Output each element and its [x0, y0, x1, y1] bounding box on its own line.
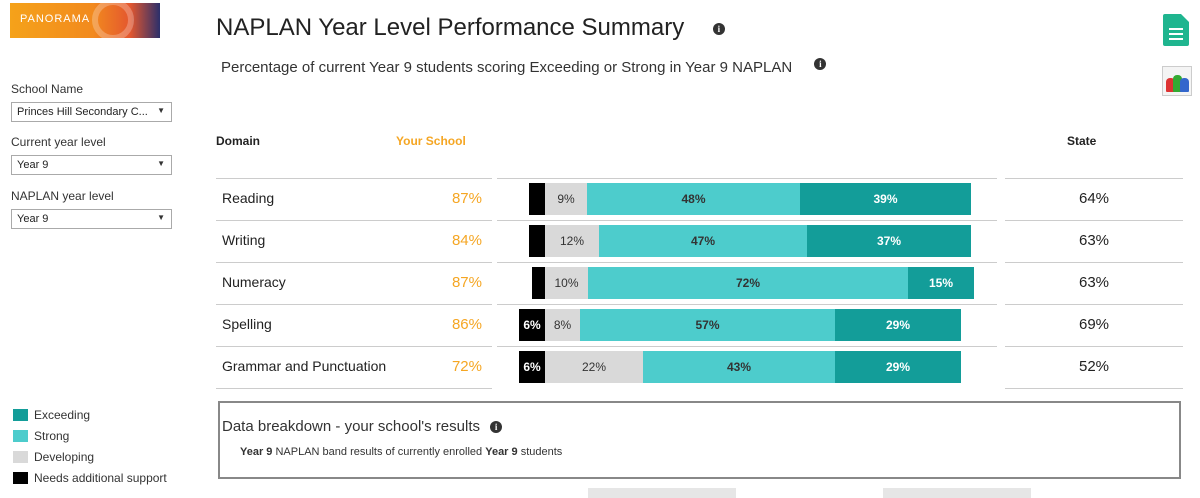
bar-segment-strong: 48%	[587, 183, 800, 215]
bar-segment-exceeding: 29%	[835, 309, 961, 341]
bar-segment-developing: 22%	[545, 351, 643, 383]
info-icon[interactable]: i	[712, 22, 725, 35]
page-title-text: NAPLAN Year Level Performance Summary	[216, 14, 685, 41]
bar-segment-strong: 47%	[599, 225, 807, 257]
row-domain-label: Writing	[216, 220, 416, 262]
stacked-bar-track: 9% 48% 39%	[497, 178, 997, 215]
logo-ring-graphic	[92, 3, 134, 38]
data-breakdown-title-text: Data breakdown - your school's results	[222, 418, 480, 435]
bar-segment-exceeding: 29%	[835, 351, 961, 383]
legend-swatch-developing	[13, 450, 28, 463]
bar-segment-needs: 6%	[519, 309, 545, 341]
current-year-level-label: Current year level	[11, 135, 106, 149]
your-school-column-header: Your School	[396, 134, 466, 148]
legend-label: Strong	[34, 428, 70, 443]
chevron-down-icon: ▼	[157, 106, 165, 115]
bar-segment-needs	[529, 183, 545, 215]
bar-segment-needs: 6%	[519, 351, 545, 383]
panorama-logo: PANORAMA	[10, 3, 160, 38]
bar-segment-strong: 57%	[580, 309, 835, 341]
subtitle-bold-year: Year 9	[240, 446, 273, 458]
school-name-select[interactable]: Princes Hill Secondary C... ▼	[11, 102, 172, 122]
bar-segment-exceeding: 15%	[908, 267, 974, 299]
data-breakdown-panel[interactable]: Data breakdown - your school's results i…	[218, 401, 1181, 479]
legend-item-exceeding: Exceeding	[13, 404, 167, 425]
row-domain-label: Reading	[216, 178, 416, 220]
legend-label: Developing	[34, 449, 95, 464]
legend-label: Exceeding	[34, 407, 91, 422]
legend-label: Needs additional support	[34, 470, 167, 485]
state-column-header: State	[1067, 134, 1097, 148]
row-school-percent: 72%	[416, 346, 492, 389]
row-state-percent: 69%	[1005, 304, 1183, 346]
partial-button[interactable]	[588, 488, 736, 498]
bar-segment-needs	[532, 267, 545, 299]
info-icon[interactable]: i	[490, 421, 503, 434]
row-school-percent: 84%	[416, 220, 492, 262]
legend-item-needs-support: Needs additional support	[13, 467, 167, 488]
row-domain-label: Grammar and Punctuation	[216, 346, 416, 389]
stacked-bar-track: 12% 47% 37%	[497, 220, 997, 257]
naplan-year-level-value: Year 9	[17, 213, 49, 225]
page-subtitle: Percentage of current Year 9 students sc…	[221, 58, 827, 76]
subtitle-text: NAPLAN band results of currently enrolle…	[275, 446, 483, 458]
data-breakdown-title: Data breakdown - your school's results i	[222, 418, 503, 435]
logo-text: PANORAMA	[20, 13, 91, 25]
naplan-year-level-select[interactable]: Year 9 ▼	[11, 209, 172, 229]
stacked-bar-track: 6% 8% 57% 29%	[497, 304, 997, 341]
row-state-percent: 52%	[1005, 346, 1183, 389]
users-report-icon[interactable]	[1162, 66, 1192, 96]
row-state-percent: 63%	[1005, 262, 1183, 304]
legend-item-strong: Strong	[13, 425, 167, 446]
legend-swatch-needs-support	[13, 471, 28, 484]
legend-swatch-exceeding	[13, 408, 28, 421]
bar-segment-strong: 72%	[588, 267, 908, 299]
bar-segment-developing: 10%	[545, 267, 588, 299]
current-year-level-value: Year 9	[17, 159, 49, 171]
partial-button[interactable]	[883, 488, 1031, 498]
row-school-percent: 86%	[416, 304, 492, 346]
row-school-percent: 87%	[416, 262, 492, 304]
row-state-percent: 64%	[1005, 178, 1183, 220]
current-year-level-select[interactable]: Year 9 ▼	[11, 155, 172, 175]
row-domain-label: Spelling	[216, 304, 416, 346]
document-export-icon[interactable]	[1163, 14, 1189, 46]
bar-segment-developing: 9%	[545, 183, 587, 215]
legend-item-developing: Developing	[13, 446, 167, 467]
bar-segment-exceeding: 37%	[807, 225, 971, 257]
subtitle-bold-year: Year 9	[485, 446, 518, 458]
domain-column-header: Domain	[216, 134, 261, 148]
page-title: NAPLAN Year Level Performance Summary i	[216, 14, 725, 42]
stacked-bar-track: 10% 72% 15%	[497, 262, 997, 299]
chevron-down-icon: ▼	[157, 159, 165, 168]
data-breakdown-subtitle: Year 9 NAPLAN band results of currently …	[240, 446, 562, 458]
school-name-value: Princes Hill Secondary C...	[17, 106, 148, 118]
bar-segment-strong: 43%	[643, 351, 835, 383]
row-state-percent: 63%	[1005, 220, 1183, 262]
legend-swatch-strong	[13, 429, 28, 442]
naplan-year-level-label: NAPLAN year level	[11, 189, 114, 203]
school-name-label: School Name	[11, 82, 84, 96]
band-legend: Exceeding Strong Developing Needs additi…	[13, 404, 167, 488]
chevron-down-icon: ▼	[157, 213, 165, 222]
row-domain-label: Numeracy	[216, 262, 416, 304]
bar-segment-exceeding: 39%	[800, 183, 971, 215]
subtitle-text-end: students	[520, 446, 563, 458]
bar-segment-needs	[529, 225, 545, 257]
row-school-percent: 87%	[416, 178, 492, 220]
page-subtitle-text: Percentage of current Year 9 students sc…	[221, 59, 793, 76]
bar-segment-developing: 12%	[545, 225, 599, 257]
bar-segment-developing: 8%	[545, 309, 580, 341]
stacked-bar-track: 6% 22% 43% 29%	[497, 346, 997, 383]
info-icon[interactable]: i	[814, 58, 827, 71]
